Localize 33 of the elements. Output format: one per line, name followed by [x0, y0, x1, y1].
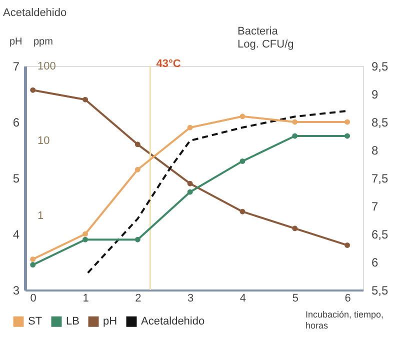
y2-tick-label: 6,5 [372, 228, 389, 242]
x-tick-label: 1 [82, 292, 89, 304]
text: Acetaldehido [3, 7, 67, 19]
y3-tick-label: 100 [38, 60, 56, 72]
y-tick-label: 7 [12, 60, 20, 74]
y2-tick-label: 5,5 [372, 284, 389, 298]
y-axis-title: pH [10, 36, 22, 48]
y3-tick-label: 1 [38, 210, 44, 222]
x-tick-label: 0 [30, 292, 36, 304]
x-tick-label: 5 [292, 292, 298, 304]
y2-axis-title: Bacteria Log. CFU/g [238, 26, 294, 50]
legend-label: ST [28, 316, 42, 328]
y2-tick-label: 8 [372, 144, 378, 158]
x-axis-title: Incubación, tiempo, horas [306, 310, 384, 330]
x-tick-label: 2 [135, 292, 142, 304]
y3-tick-label: 10 [38, 135, 50, 148]
y2-tick-label: 7,5 [372, 172, 389, 186]
y2-tick-label: 8,5 [372, 116, 389, 130]
y-tick-label: 6 [12, 116, 20, 130]
x-tick-label: 4 [240, 292, 246, 304]
y2-tick-label: 7 [372, 200, 378, 214]
y3-axis-title: ppm [34, 36, 53, 48]
x-tick-label: 3 [188, 292, 194, 304]
x-tick-label: 6 [344, 292, 351, 304]
legend-label: LB [66, 316, 80, 328]
y-tick-label: 5 [12, 172, 20, 186]
y2-tick-label: 6 [372, 256, 378, 270]
legend-label: pH [103, 316, 118, 328]
y2-tick-label: 9,5 [372, 60, 389, 74]
y-tick-label: 4 [12, 228, 20, 242]
ref-line-label: 43°C [156, 58, 181, 70]
y2-tick-label: 9 [372, 88, 378, 102]
legend-label: Acetaldehido [141, 316, 205, 328]
